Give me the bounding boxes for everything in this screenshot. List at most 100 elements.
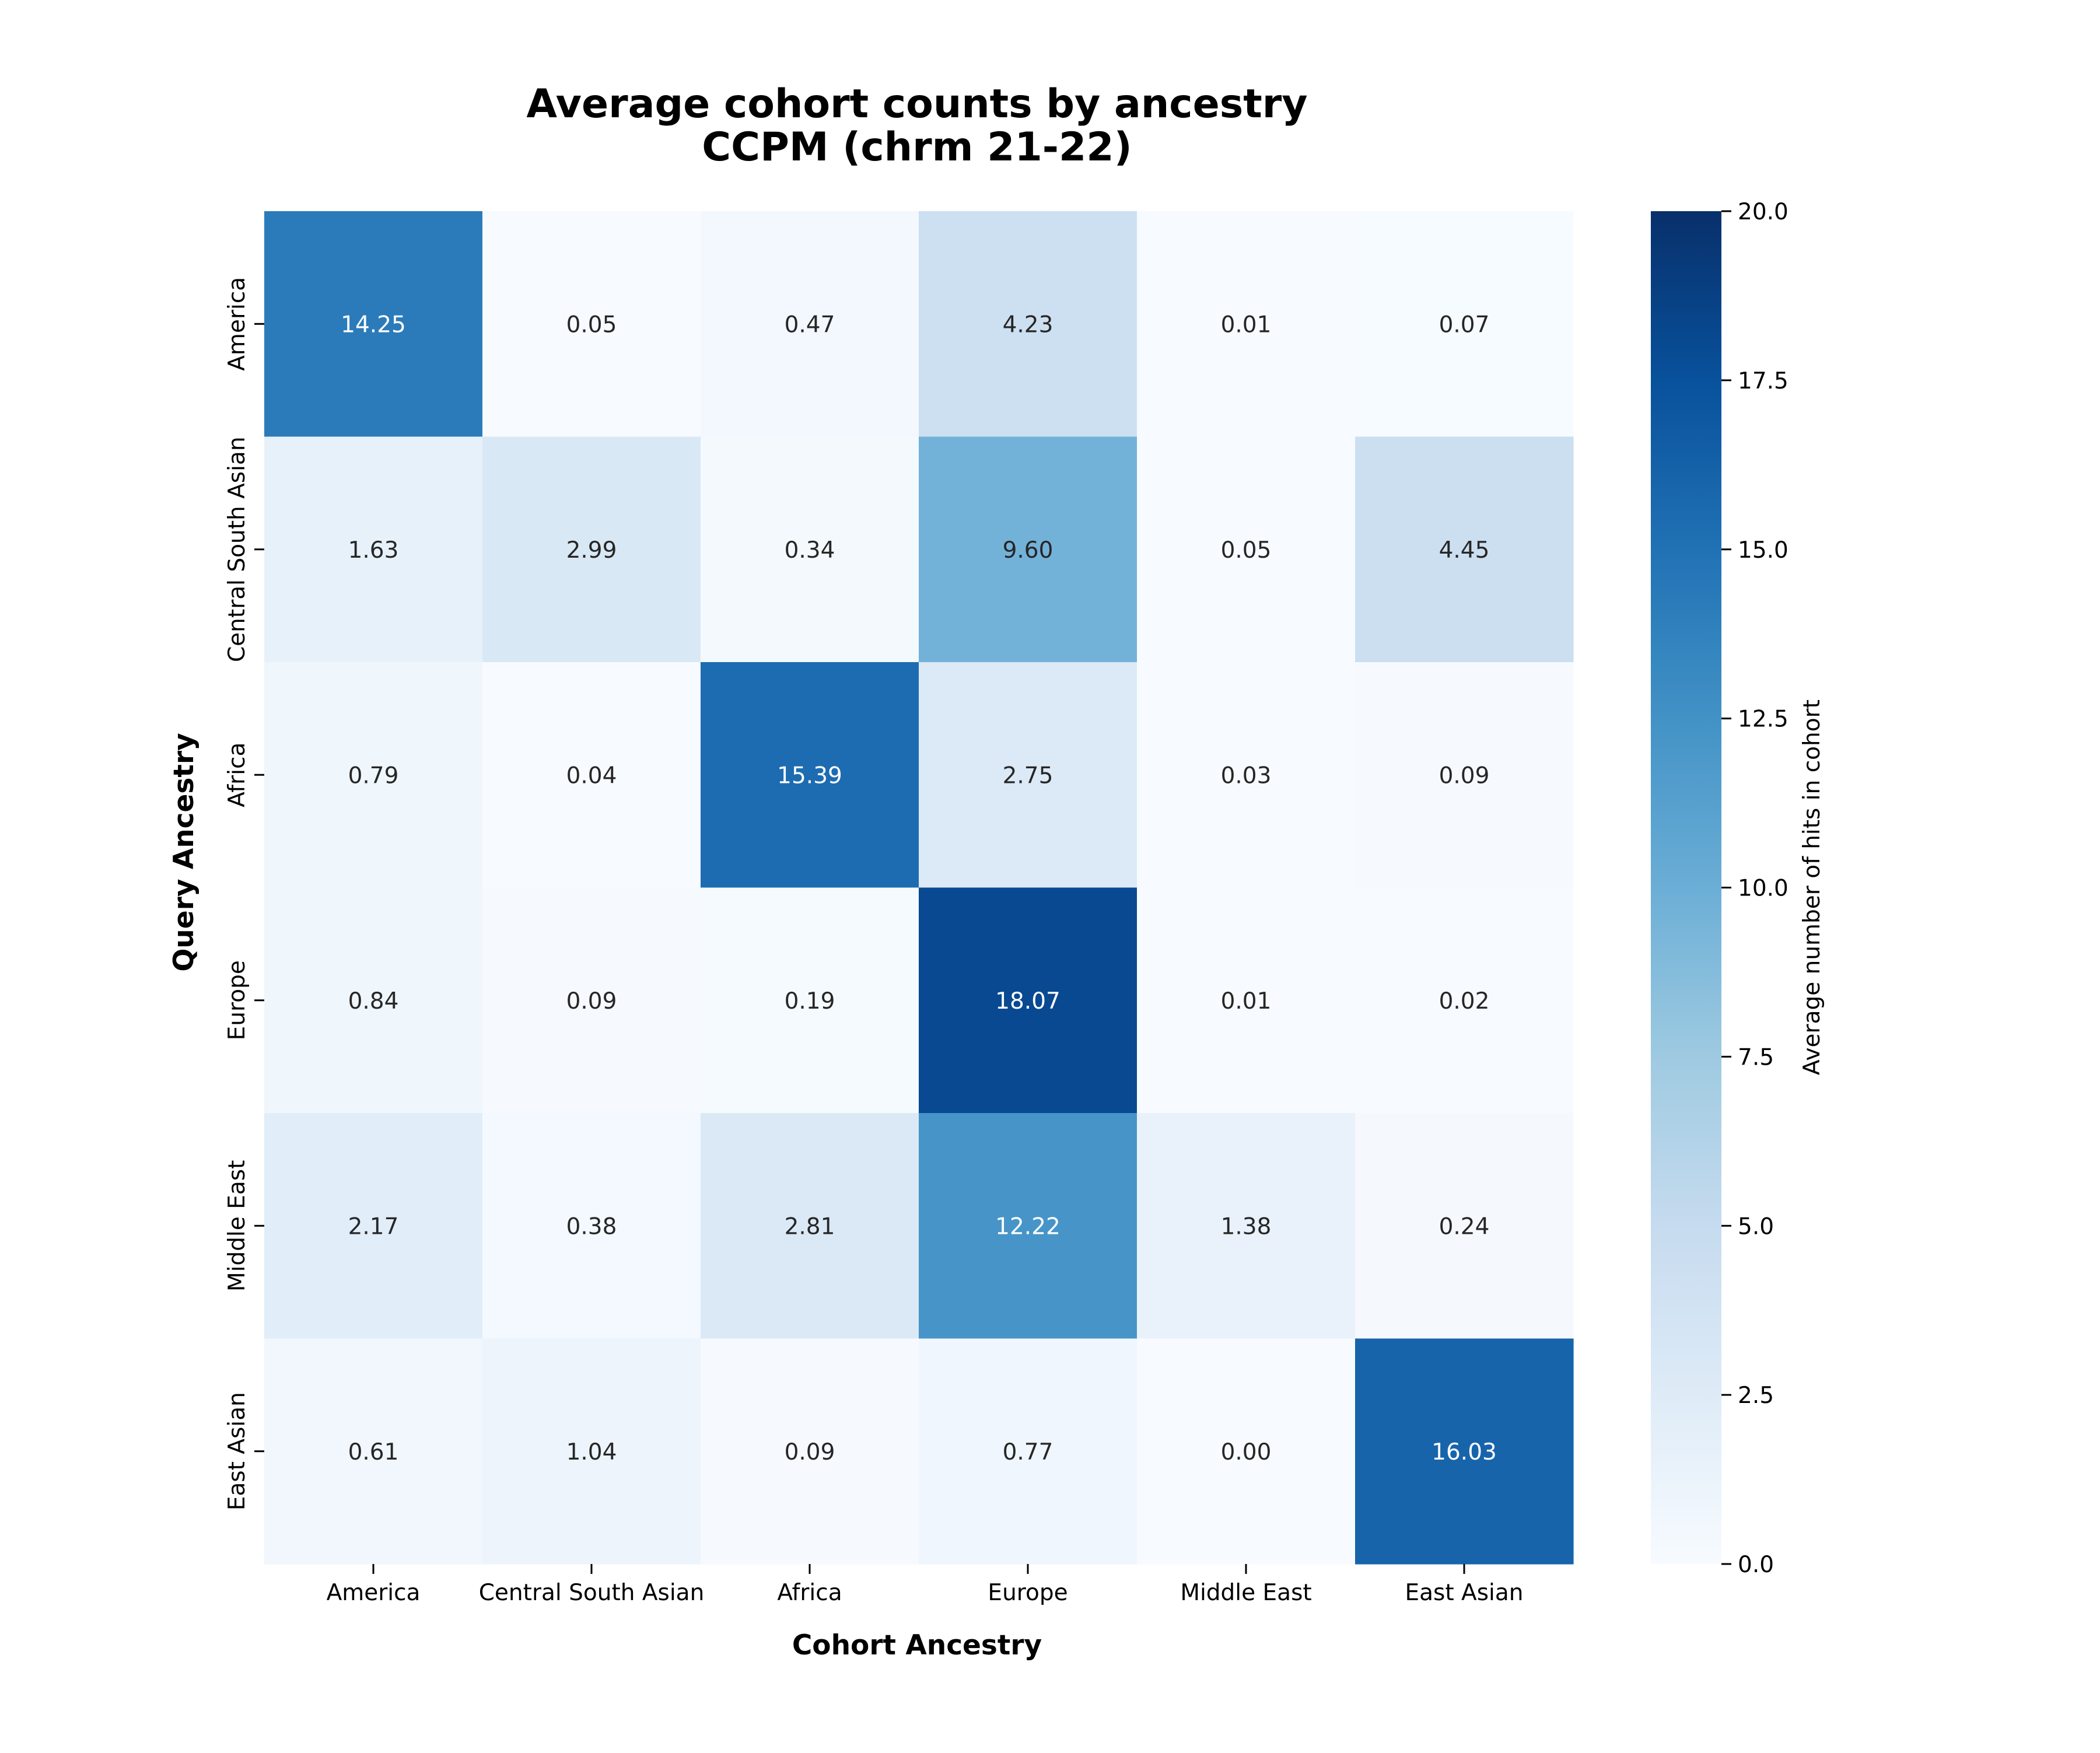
chart-title-line-1: Average cohort counts by ancestry [526,81,1307,127]
chart-title-line-2: CCPM (chrm 21-22) [702,124,1132,170]
colorbar-tick-label: 20.0 [1738,199,1788,225]
cell-value-label: 2.17 [348,1213,399,1240]
heatmap-cell-central-south-asian-east-asian [1355,436,1574,663]
heatmap-cell-africa-central-south-asian [482,662,701,888]
cell-value-label: 0.01 [1221,988,1272,1014]
x-tick-label-middle-east: Middle East [1180,1580,1311,1606]
cell-value-label: 0.03 [1221,762,1272,789]
heatmap-cell-central-south-asian-middle-east [1137,436,1356,663]
colorbar-label: Average number of hits in cohort [1799,699,1825,1075]
heatmap-cell-central-south-asian-central-south-asian [482,436,701,663]
cell-value-label: 0.09 [1439,762,1490,789]
heatmap-cell-east-asian-europe [919,1338,1138,1565]
cell-value-label: 0.84 [348,988,399,1014]
heatmap-cell-middle-east-east-asian [1355,1113,1574,1339]
heatmap-cell-central-south-asian-america [264,436,483,663]
cell-value-label: 1.38 [1221,1213,1272,1240]
heatmap-cell-africa-america [264,662,483,888]
colorbar-tick-label: 10.0 [1738,876,1788,902]
heatmap-cell-east-asian-middle-east [1137,1338,1356,1565]
heatmap-cell-africa-east-asian [1355,662,1574,888]
cell-value-label: 0.01 [1221,312,1272,338]
heatmap-cell-europe-europe [919,887,1138,1114]
y-axis-label: Query Ancestry [168,733,200,971]
cell-value-label: 15.39 [777,762,842,789]
heatmap-cell-africa-africa [701,662,919,888]
cell-value-label: 0.09 [566,988,617,1014]
colorbar-tick-label: 12.5 [1738,706,1788,733]
heatmap-cell-america-europe [919,211,1138,438]
y-tick-label-africa: Africa [224,743,250,807]
colorbar-tick-label: 5.0 [1738,1213,1774,1240]
heatmap-cell-middle-east-america [264,1113,483,1339]
cell-value-label: 0.38 [566,1213,617,1240]
colorbar-tick-label: 2.5 [1738,1383,1774,1409]
heatmap-cell-america-central-south-asian [482,211,701,438]
heatmap-cell-east-asian-africa [701,1338,919,1565]
heatmap-cell-africa-europe [919,662,1138,888]
y-tick-label-europe: Europe [224,960,250,1040]
cell-value-label: 0.79 [348,762,399,789]
heatmap-cell-east-asian-east-asian [1355,1338,1574,1565]
cell-value-label: 0.02 [1439,988,1490,1014]
x-tick-label-europe: Europe [988,1580,1068,1606]
cell-value-label: 2.81 [785,1213,835,1240]
y-axis-ticks: America Central South Asian Africa Europe Mi… [224,277,264,1510]
colorbar-tick-label: 0.0 [1738,1552,1774,1578]
y-tick-label-central-south-asian: Central South Asian [224,436,250,662]
heatmap-cell-middle-east-middle-east [1137,1113,1356,1339]
heatmap-cell-europe-africa [701,887,919,1114]
heatmap-cell-east-asian-america [264,1338,483,1565]
cell-value-label: 18.07 [995,988,1060,1014]
y-tick-label-america: America [224,277,250,371]
cell-value-label: 2.75 [1003,762,1054,789]
heatmap-cell-europe-middle-east [1137,887,1356,1114]
heatmap-cell-middle-east-central-south-asian [482,1113,701,1339]
x-tick-label-america: America [327,1580,421,1606]
heatmap-cell-europe-central-south-asian [482,887,701,1114]
cell-value-label: 1.63 [348,537,399,564]
heatmap-cell-america-middle-east [1137,211,1356,438]
heatmap-cells [264,211,1574,1565]
heatmap-cell-labels: 14.25 0.05 0.47 4.23 0.01 0.07 1.63 2.99 0.34 9.6… [341,312,1497,1465]
heatmap-cell-east-asian-central-south-asian [482,1338,701,1565]
cell-value-label: 14.25 [341,312,406,338]
x-axis-label: Cohort Ancestry [792,1629,1042,1661]
colorbar-tick-label: 15.0 [1738,537,1788,564]
heatmap-cell-america-africa [701,211,919,438]
cell-value-label: 1.04 [566,1439,617,1465]
cell-value-label: 0.07 [1439,312,1490,338]
cell-value-label: 0.04 [566,762,617,789]
colorbar-ticks: 0.0 2.5 5.0 7.5 10.0 12.5 15.0 17.5 20.0 [1721,199,1788,1578]
x-tick-label-africa: Africa [777,1580,842,1606]
heatmap-cell-middle-east-europe [919,1113,1138,1339]
heatmap-cell-central-south-asian-europe [919,436,1138,663]
colorbar-tick-label: 17.5 [1738,368,1788,394]
colorbar [1651,211,1721,1564]
x-axis-ticks: America Central South Asian Africa Europe Mi… [327,1564,1524,1606]
cell-value-label: 12.22 [995,1213,1060,1240]
cell-value-label: 2.99 [566,537,617,564]
cell-value-label: 4.45 [1439,537,1490,564]
cell-value-label: 0.47 [785,312,835,338]
cell-value-label: 0.09 [785,1439,835,1465]
heatmap-cell-europe-east-asian [1355,887,1574,1114]
heatmap-cell-america-east-asian [1355,211,1574,438]
x-tick-label-central-south-asian: Central South Asian [479,1580,705,1606]
cell-value-label: 0.00 [1221,1439,1272,1465]
y-tick-label-middle-east: Middle East [224,1160,250,1292]
cell-value-label: 0.61 [348,1439,399,1465]
cell-value-label: 0.24 [1439,1213,1490,1240]
heatmap-cell-africa-middle-east [1137,662,1356,888]
x-tick-label-east-asian: East Asian [1405,1580,1524,1606]
colorbar-tick-label: 7.5 [1738,1044,1774,1070]
cell-value-label: 0.19 [785,988,835,1014]
heatmap-cell-america-america [264,211,483,438]
cell-value-label: 0.77 [1003,1439,1054,1465]
heatmap-cell-europe-america [264,887,483,1114]
cell-value-label: 9.60 [1003,537,1054,564]
cell-value-label: 0.34 [785,537,835,564]
heatmap-cell-middle-east-africa [701,1113,919,1339]
